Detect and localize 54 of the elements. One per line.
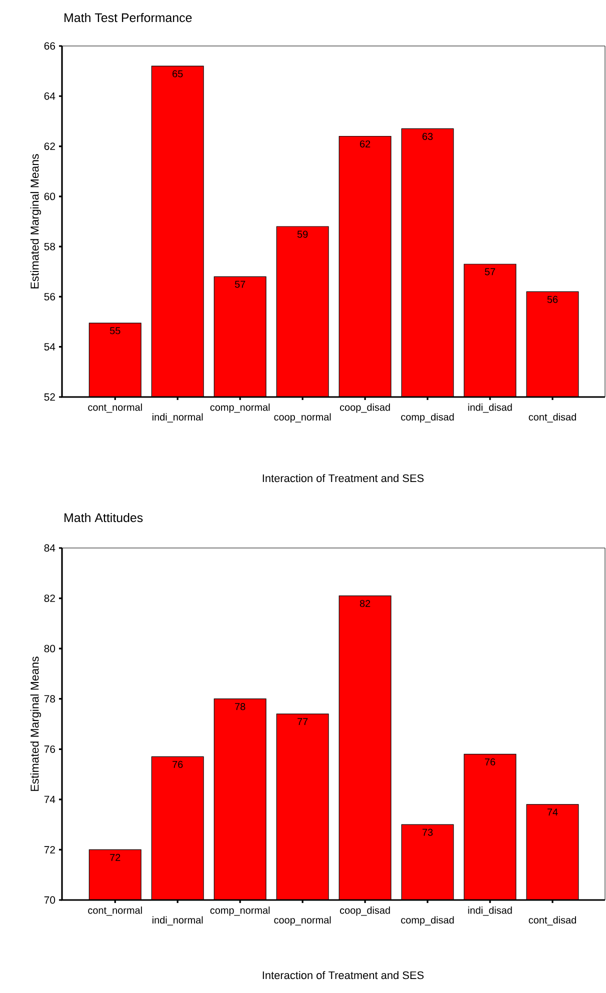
y-tick-label: 58 [44, 242, 56, 250]
x-tick-label: cont_normal [88, 906, 142, 916]
data-label: 62 [360, 140, 370, 148]
y-tick-label: 84 [44, 544, 56, 552]
data-label: 74 [547, 808, 558, 816]
x-tick-label: coop_disad [340, 404, 390, 413]
y-tick-label: 52 [44, 393, 55, 401]
data-label: 78 [235, 703, 246, 710]
data-label: 77 [298, 718, 308, 725]
data-label: 73 [422, 828, 433, 836]
chart-title: Math Attitudes [64, 512, 143, 522]
x-tick-label: indi_normal [152, 916, 203, 926]
y-tick-label: 80 [44, 644, 56, 652]
x-tick-label: comp_disad [401, 916, 454, 926]
y-tick-label: 70 [44, 896, 56, 904]
x-tick-label: coop_normal [274, 413, 331, 423]
data-label: 82 [360, 600, 370, 608]
x-tick-label: cont_disad [528, 413, 576, 422]
x-tick-label: indi_disad [468, 404, 512, 413]
x-tick-label: coop_disad [340, 906, 390, 916]
data-label: 65 [172, 70, 183, 78]
data-label: 59 [297, 230, 308, 238]
data-label: 55 [110, 327, 120, 334]
y-tick-label: 72 [44, 846, 55, 854]
y-tick-label: 78 [44, 695, 56, 703]
data-label: 76 [172, 760, 183, 768]
chart-title: Math Test Performance [64, 12, 192, 22]
x-tick-label: comp_normal [210, 906, 270, 916]
data-label: 56 [547, 296, 558, 303]
x-tick-label: indi_normal [152, 413, 203, 422]
x-tick-label: comp_normal [210, 404, 270, 413]
x-tick-label: comp_disad [401, 413, 454, 423]
x-axis-title: Interaction of Treatment and SES [262, 474, 424, 482]
x-tick-label: coop_normal [274, 916, 331, 926]
data-label: 63 [422, 132, 433, 140]
y-tick-label: 60 [44, 192, 56, 200]
x-axis-title: Interaction of Treatment and SES [262, 971, 424, 980]
y-tick-label: 74 [44, 796, 56, 804]
data-label: 76 [485, 758, 496, 766]
y-tick-label: 76 [44, 745, 56, 753]
y-tick-label: 64 [44, 92, 56, 100]
data-label: 57 [234, 280, 246, 288]
y-tick-label: 66 [44, 42, 56, 50]
data-label: 72 [110, 854, 120, 861]
data-label: 57 [484, 268, 496, 276]
x-tick-label: indi_disad [468, 906, 512, 916]
y-tick-label: 56 [44, 293, 56, 300]
x-tick-label: cont_disad [528, 916, 576, 926]
y-tick-label: 82 [44, 594, 55, 602]
y-axis-title: Estimated Marginal Means [30, 656, 41, 791]
x-tick-label: cont_normal [88, 404, 142, 413]
y-axis-title: Estimated Marginal Means [30, 154, 41, 288]
y-tick-label: 62 [44, 142, 55, 150]
y-tick-label: 54 [44, 343, 56, 351]
